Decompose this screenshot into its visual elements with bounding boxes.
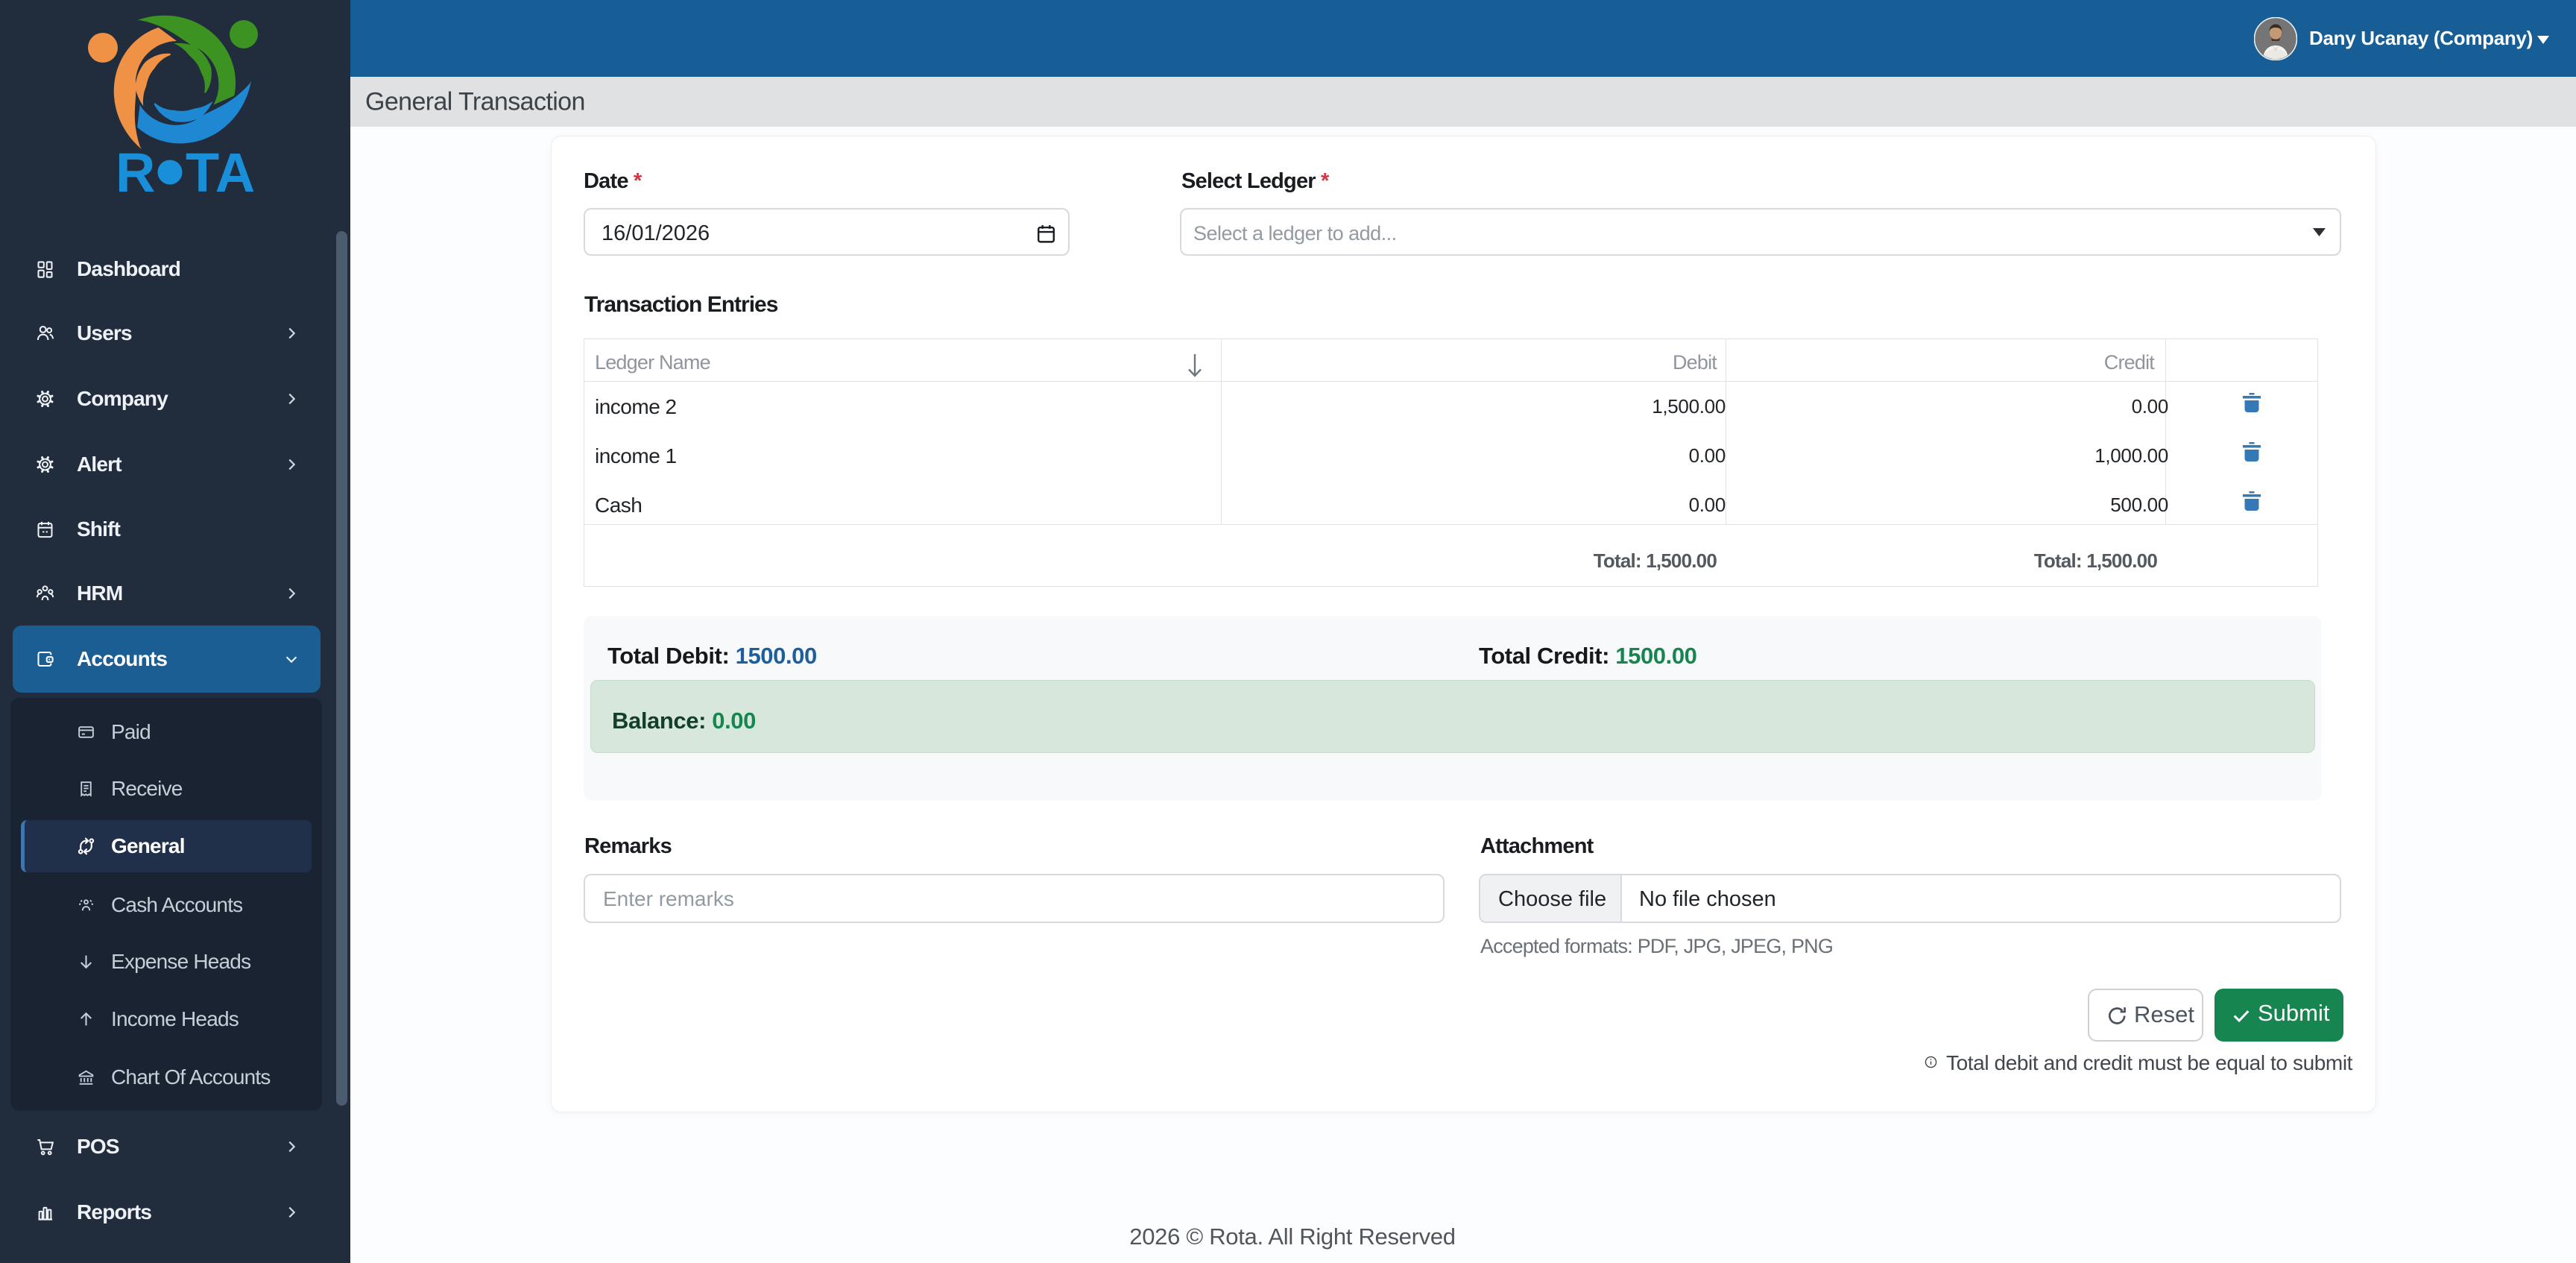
svg-text:R: R xyxy=(116,142,155,204)
svg-text:TA: TA xyxy=(186,142,255,204)
